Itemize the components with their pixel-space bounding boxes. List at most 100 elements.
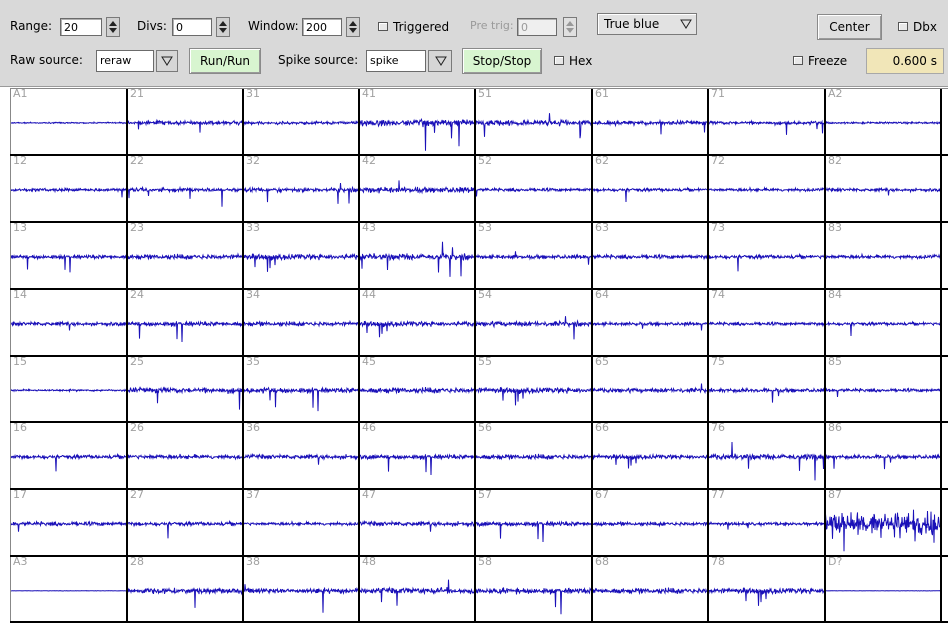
triggered-label: Triggered	[393, 20, 450, 34]
pretrig-input[interactable]: 0	[517, 18, 557, 36]
channel-cell[interactable]: A1	[10, 88, 127, 155]
channel-cell[interactable]: 42	[359, 155, 475, 222]
grid-divider	[10, 421, 948, 423]
hex-checkbox[interactable]: Hex	[554, 53, 592, 69]
channel-cell[interactable]: 36	[243, 422, 359, 489]
channel-cell[interactable]: 62	[592, 155, 708, 222]
channel-label: A3	[13, 556, 28, 568]
channel-cell[interactable]: 64	[592, 289, 708, 356]
center-button[interactable]: Center	[817, 14, 882, 40]
window-spinner[interactable]	[346, 17, 360, 37]
grid-divider	[10, 154, 948, 156]
channel-cell[interactable]: 43	[359, 222, 475, 289]
channel-cell[interactable]: 34	[243, 289, 359, 356]
channel-cell[interactable]: 61	[592, 88, 708, 155]
spike-source-dropdown-button[interactable]	[428, 50, 452, 72]
range-spinner[interactable]	[106, 17, 120, 37]
raw-source-dropdown-button[interactable]	[156, 50, 178, 72]
channel-cell[interactable]: 33	[243, 222, 359, 289]
channel-cell[interactable]: 83	[825, 222, 941, 289]
channel-cell[interactable]: 52	[475, 155, 592, 222]
channel-cell[interactable]: D?	[825, 556, 941, 623]
channel-cell[interactable]: 65	[592, 356, 708, 422]
run-button[interactable]: Run/Run	[189, 48, 261, 74]
channel-label: 74	[711, 289, 725, 301]
channel-cell[interactable]: 24	[127, 289, 243, 356]
channel-cell[interactable]: 48	[359, 556, 475, 623]
channel-cell[interactable]: 67	[592, 489, 708, 556]
waveform-trace	[243, 386, 359, 412]
triggered-checkbox[interactable]: Triggered	[378, 19, 449, 35]
dbx-checkbox[interactable]: Dbx	[898, 19, 937, 35]
channel-cell[interactable]: 75	[708, 356, 825, 422]
range-input[interactable]: 20	[60, 18, 102, 36]
channel-cell[interactable]: 32	[243, 155, 359, 222]
channel-cell[interactable]: 87	[825, 489, 941, 556]
channel-cell[interactable]: 14	[10, 289, 127, 356]
channel-cell[interactable]: 23	[127, 222, 243, 289]
channel-cell[interactable]: 77	[708, 489, 825, 556]
freeze-checkbox[interactable]: Freeze	[793, 53, 847, 69]
spike-source-field[interactable]: spike	[366, 50, 426, 72]
channel-cell[interactable]: 41	[359, 88, 475, 155]
channel-cell[interactable]: 51	[475, 88, 592, 155]
channel-cell[interactable]: 78	[708, 556, 825, 623]
channel-cell[interactable]: 46	[359, 422, 475, 489]
channel-cell[interactable]: 57	[475, 489, 592, 556]
channel-cell[interactable]: 71	[708, 88, 825, 155]
channel-cell[interactable]: 63	[592, 222, 708, 289]
channel-cell[interactable]: 22	[127, 155, 243, 222]
channel-cell[interactable]: 47	[359, 489, 475, 556]
channel-cell[interactable]: 25	[127, 356, 243, 422]
waveform-trace	[592, 452, 708, 469]
channel-cell[interactable]: 66	[592, 422, 708, 489]
channel-cell[interactable]: 44	[359, 289, 475, 356]
channel-cell[interactable]: 28	[127, 556, 243, 623]
channel-cell[interactable]: 16	[10, 422, 127, 489]
channel-cell[interactable]: 53	[475, 222, 592, 289]
channel-cell[interactable]: 86	[825, 422, 941, 489]
channel-cell[interactable]: 54	[475, 289, 592, 356]
channel-label: 71	[711, 88, 725, 100]
channel-cell[interactable]: 17	[10, 489, 127, 556]
raw-source-dropdown[interactable]: reraw	[96, 50, 178, 72]
divs-input[interactable]: 0	[172, 18, 212, 36]
color-scheme-combo[interactable]: True blue	[597, 13, 697, 35]
channel-cell[interactable]: 37	[243, 489, 359, 556]
channel-cell[interactable]: 31	[243, 88, 359, 155]
channel-cell[interactable]: 38	[243, 556, 359, 623]
channel-cell[interactable]: 76	[708, 422, 825, 489]
waveform-trace	[592, 320, 708, 331]
channel-cell[interactable]: 26	[127, 422, 243, 489]
channel-cell[interactable]: 12	[10, 155, 127, 222]
pretrig-spinner[interactable]	[563, 17, 577, 37]
divs-spinner[interactable]	[216, 17, 230, 37]
channel-cell[interactable]: 56	[475, 422, 592, 489]
channel-cell[interactable]: 82	[825, 155, 941, 222]
channel-cell[interactable]: 68	[592, 556, 708, 623]
channel-cell[interactable]: 15	[10, 356, 127, 422]
channel-cell[interactable]: 74	[708, 289, 825, 356]
channel-label: 36	[246, 422, 260, 434]
channel-label: 38	[246, 556, 260, 568]
channel-cell[interactable]: 84	[825, 289, 941, 356]
channel-cell[interactable]: 55	[475, 356, 592, 422]
channel-cell[interactable]: 73	[708, 222, 825, 289]
window-input[interactable]: 200	[302, 18, 342, 36]
channel-cell[interactable]: 13	[10, 222, 127, 289]
channel-cell[interactable]: 27	[127, 489, 243, 556]
channel-cell[interactable]: 85	[825, 356, 941, 422]
channel-cell[interactable]: 45	[359, 356, 475, 422]
raw-source-field[interactable]: reraw	[96, 50, 154, 72]
channel-label: 37	[246, 489, 260, 501]
channel-cell[interactable]: 72	[708, 155, 825, 222]
waveform-trace	[825, 453, 941, 470]
channel-cell[interactable]: 35	[243, 356, 359, 422]
stop-button[interactable]: Stop/Stop	[462, 48, 542, 74]
triangle-down-icon	[680, 19, 692, 29]
channel-cell[interactable]: 21	[127, 88, 243, 155]
channel-cell[interactable]: 58	[475, 556, 592, 623]
channel-cell[interactable]: A3	[10, 556, 127, 623]
channel-cell[interactable]: A2	[825, 88, 941, 155]
spike-source-dropdown[interactable]: spike	[366, 50, 454, 72]
